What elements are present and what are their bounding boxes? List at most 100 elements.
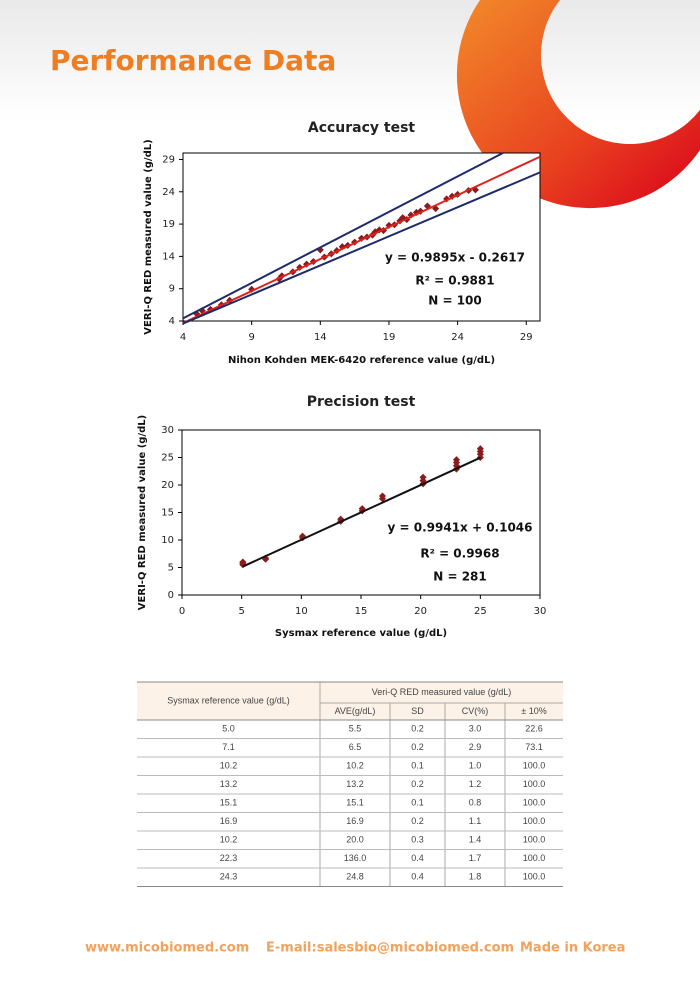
table-cell: 1.4 bbox=[469, 835, 482, 845]
data-point bbox=[476, 445, 484, 453]
y-tick-label: 29 bbox=[162, 154, 175, 165]
table-cell: 13.2 bbox=[220, 779, 238, 789]
data-point bbox=[378, 492, 387, 500]
table-cell: 16.9 bbox=[346, 816, 364, 826]
table-header: AVE(g/dL) bbox=[335, 706, 376, 716]
table-cell: 24.8 bbox=[346, 872, 364, 882]
table-cell: 10.2 bbox=[346, 761, 364, 771]
table-cell: 2.9 bbox=[469, 742, 482, 752]
x-tick-label: 19 bbox=[383, 332, 396, 343]
table-cell: 3.0 bbox=[469, 724, 482, 734]
chart-title: Precision test bbox=[307, 394, 416, 410]
annotation: y = 0.9895x - 0.2617 bbox=[385, 251, 525, 265]
page-title: Performance Data bbox=[50, 44, 336, 77]
y-tick-label: 4 bbox=[169, 316, 175, 327]
table-cell: 0.8 bbox=[469, 798, 482, 808]
y-tick-label: 9 bbox=[169, 284, 175, 295]
fit-line bbox=[182, 155, 541, 324]
data-point bbox=[419, 473, 427, 481]
table-cell: 1.7 bbox=[469, 853, 482, 863]
x-tick-label: 15 bbox=[355, 606, 368, 617]
x-tick-label: 25 bbox=[474, 606, 487, 617]
x-axis-label: Sysmax reference value (g/dL) bbox=[275, 628, 447, 639]
data-point bbox=[239, 558, 247, 566]
table-cell: 0.2 bbox=[411, 779, 424, 789]
y-tick-label: 24 bbox=[162, 187, 175, 198]
x-axis-label: Nihon Kohden MEK-6420 reference value (g… bbox=[228, 355, 495, 366]
table-cell: 100.0 bbox=[523, 853, 546, 863]
y-axis-label: VERI-Q RED measured value (g/dL) bbox=[143, 139, 154, 334]
footer-text: E-mail:salesbio@micobiomed.com bbox=[266, 941, 514, 956]
table-cell: 1.8 bbox=[469, 872, 482, 882]
table-cell: 1.2 bbox=[469, 779, 482, 789]
table-header: Veri-Q RED measured value (g/dL) bbox=[372, 687, 512, 697]
x-tick-label: 24 bbox=[451, 332, 464, 343]
table-header: Sysmax reference value (g/dL) bbox=[167, 695, 290, 705]
annotation: R² = 0.9968 bbox=[420, 547, 499, 561]
table-cell: 0.4 bbox=[411, 872, 424, 882]
annotation: N = 281 bbox=[433, 570, 487, 584]
table-cell: 15.1 bbox=[220, 798, 238, 808]
x-tick-label: 9 bbox=[248, 332, 254, 343]
fit-line bbox=[182, 152, 504, 320]
table-cell: 10.2 bbox=[220, 761, 238, 771]
table-cell: 100.0 bbox=[523, 798, 546, 808]
y-tick-label: 5 bbox=[168, 563, 174, 574]
table-cell: 5.5 bbox=[349, 724, 362, 734]
y-tick-label: 0 bbox=[168, 590, 174, 601]
table-header: CV(%) bbox=[462, 706, 489, 716]
annotation: y = 0.9941x + 0.1046 bbox=[388, 521, 533, 535]
footer-text: Made in Korea bbox=[520, 941, 625, 956]
table-cell: 5.0 bbox=[222, 724, 235, 734]
table-cell: 0.4 bbox=[411, 853, 424, 863]
table-cell: 0.3 bbox=[411, 835, 424, 845]
footer-text: www.micobiomed.com bbox=[85, 941, 249, 956]
annotation: R² = 0.9881 bbox=[415, 274, 494, 288]
table-cell: 136.0 bbox=[344, 853, 367, 863]
x-tick-label: 20 bbox=[414, 606, 427, 617]
x-tick-label: 4 bbox=[180, 332, 186, 343]
y-tick-label: 25 bbox=[161, 453, 174, 464]
table-cell: 1.0 bbox=[469, 761, 482, 771]
table-cell: 100.0 bbox=[523, 761, 546, 771]
table-cell: 100.0 bbox=[523, 816, 546, 826]
table-cell: 24.3 bbox=[220, 872, 238, 882]
y-axis-label: VERI-Q RED measured value (g/dL) bbox=[137, 415, 148, 610]
table-cell: 0.1 bbox=[411, 798, 424, 808]
table-cell: 7.1 bbox=[222, 742, 235, 752]
table-header: SD bbox=[411, 706, 424, 716]
fit-line bbox=[242, 456, 481, 568]
x-tick-label: 29 bbox=[520, 332, 533, 343]
table-cell: 22.6 bbox=[525, 724, 543, 734]
x-tick-label: 30 bbox=[534, 606, 547, 617]
data-point bbox=[452, 456, 461, 464]
table-cell: 1.1 bbox=[469, 816, 482, 826]
table-cell: 73.1 bbox=[525, 742, 543, 752]
y-tick-label: 14 bbox=[162, 251, 175, 262]
table-cell: 13.2 bbox=[346, 779, 364, 789]
table-cell: 0.2 bbox=[411, 724, 424, 734]
x-tick-label: 5 bbox=[238, 606, 244, 617]
x-tick-label: 14 bbox=[314, 332, 327, 343]
table-cell: 6.5 bbox=[349, 742, 362, 752]
table-cell: 10.2 bbox=[220, 835, 238, 845]
table-header: ± 10% bbox=[521, 706, 546, 716]
table-cell: 0.2 bbox=[411, 742, 424, 752]
header-band bbox=[0, 0, 700, 120]
x-tick-label: 0 bbox=[179, 606, 185, 617]
annotation: N = 100 bbox=[428, 294, 482, 308]
y-tick-label: 30 bbox=[161, 425, 174, 436]
table-cell: 100.0 bbox=[523, 872, 546, 882]
y-tick-label: 10 bbox=[161, 535, 174, 546]
table-cell: 0.1 bbox=[411, 761, 424, 771]
table-cell: 20.0 bbox=[346, 835, 364, 845]
table-cell: 15.1 bbox=[346, 798, 364, 808]
x-tick-label: 10 bbox=[295, 606, 308, 617]
table-cell: 16.9 bbox=[220, 816, 238, 826]
fit-line bbox=[182, 171, 541, 325]
y-tick-label: 20 bbox=[161, 480, 174, 491]
y-tick-label: 19 bbox=[162, 219, 175, 230]
table-cell: 100.0 bbox=[523, 779, 546, 789]
